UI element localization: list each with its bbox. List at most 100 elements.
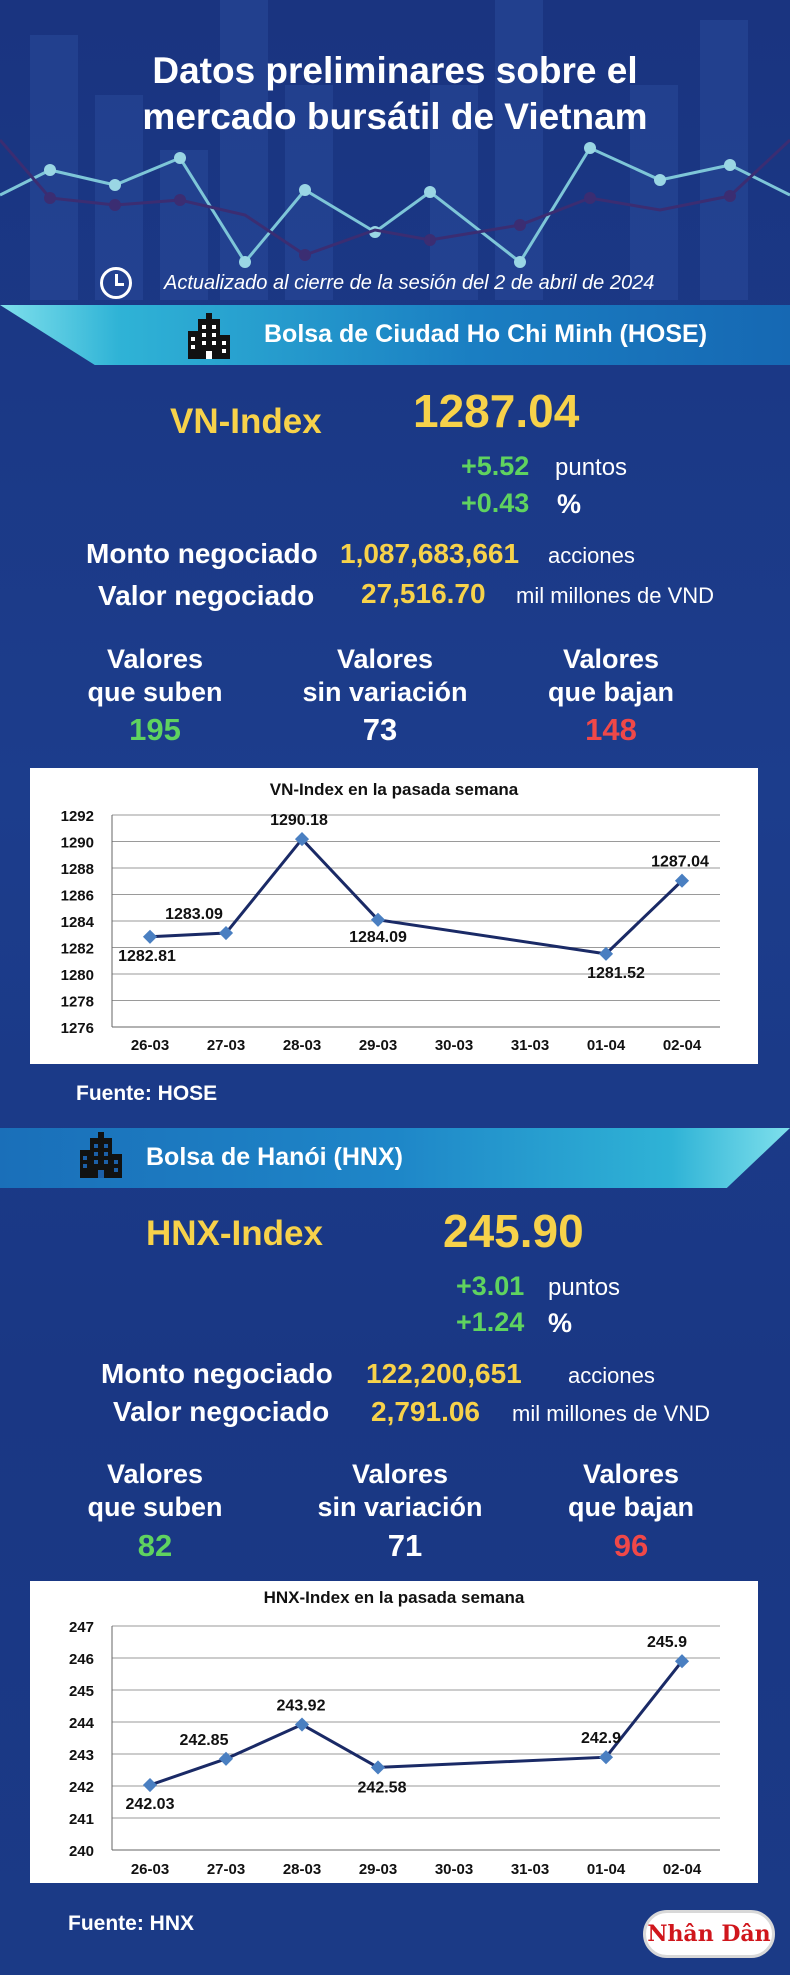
- hnx-value-value: 2,791.06: [371, 1396, 480, 1427]
- data-label: 242.58: [358, 1779, 407, 1796]
- hose-volume-unit: acciones: [548, 543, 635, 568]
- x-tick-label: 01-04: [587, 1861, 626, 1878]
- x-tick-label: 26-03: [131, 1037, 169, 1054]
- data-label: 242.9: [581, 1730, 621, 1747]
- hnx-up-label-line2: que suben: [87, 1492, 223, 1522]
- data-point: [294, 1717, 310, 1732]
- y-tick-label: 1288: [61, 861, 94, 878]
- hose-down-count: 148: [585, 712, 637, 747]
- data-point: [598, 946, 614, 961]
- hnx-down-count: 96: [613, 1528, 649, 1563]
- hose-down-label-line1: Valores: [562, 644, 660, 674]
- hose-banner-title: Bolsa de Ciudad Ho Chi Minh (HOSE): [264, 320, 708, 348]
- x-tick-label: 27-03: [207, 1861, 245, 1878]
- hnx-down-label-line2: que bajan: [567, 1492, 695, 1522]
- y-tick-label: 247: [69, 1619, 94, 1636]
- hose-down-label-line2: que bajan: [547, 677, 675, 707]
- title-line-1: Datos preliminares sobre el: [152, 50, 638, 91]
- data-label: 1290.18: [270, 812, 328, 829]
- y-tick-label: 240: [69, 1843, 94, 1860]
- data-label: 1281.52: [587, 965, 645, 982]
- clock-icon: [100, 267, 132, 299]
- hose-down-label: Valores que bajan: [511, 643, 711, 709]
- hnx-flat-label: Valores sin variación: [290, 1458, 510, 1524]
- title-line-2: mercado bursátil de Vietnam: [142, 96, 648, 137]
- y-tick-label: 1290: [61, 835, 94, 852]
- data-point: [142, 929, 158, 944]
- vn-index-chart-svg: VN-Index en la pasada semana 1276 1278 1280…: [61, 780, 720, 1054]
- hnx-flat-label-line1: Valores: [351, 1459, 449, 1489]
- hnx-change-points: +3.01: [456, 1271, 525, 1301]
- data-point: [294, 832, 310, 847]
- y-tick-label: 1292: [61, 808, 94, 825]
- hnx-banner: Bolsa de Hanói (HNX): [0, 1128, 790, 1188]
- y-tick-label: 1278: [61, 994, 94, 1011]
- y-tick-label: 1286: [61, 888, 94, 905]
- series-line: [149, 1660, 684, 1787]
- hnx-source: Fuente: HNX: [68, 1912, 194, 1935]
- data-label: 242.85: [180, 1732, 229, 1749]
- hose-up-label-line1: Valores: [106, 644, 204, 674]
- x-tick-label: 02-04: [663, 1037, 702, 1054]
- chart-title: VN-Index en la pasada semana: [270, 780, 519, 799]
- hnx-up-count: 82: [137, 1528, 173, 1563]
- data-label: 242.03: [126, 1796, 175, 1813]
- x-tick-label: 30-03: [435, 1037, 473, 1054]
- data-point: [370, 912, 386, 927]
- y-tick-label: 245: [69, 1683, 94, 1700]
- y-tick-label: 246: [69, 1651, 94, 1668]
- hose-flat-label-line2: sin variación: [302, 677, 468, 707]
- vn-change-pct-unit: %: [557, 489, 582, 519]
- data-point: [370, 1760, 386, 1775]
- hnx-banner-title: Bolsa de Hanói (HNX): [146, 1143, 403, 1171]
- x-tick-label: 01-04: [587, 1037, 626, 1054]
- hnx-index-value: 245.90: [443, 1205, 584, 1257]
- page-title: Datos preliminares sobre el mercado burs…: [0, 48, 790, 140]
- hose-source: Fuente: HOSE: [76, 1082, 218, 1105]
- vn-index-chart: VN-Index en la pasada semana 1276 1278 1280…: [30, 768, 758, 1064]
- hnx-down-label: Valores que bajan: [531, 1458, 731, 1524]
- hnx-volume-unit: acciones: [568, 1363, 655, 1388]
- x-tick-label: 31-03: [511, 1037, 549, 1054]
- hose-flat-label: Valores sin variación: [275, 643, 495, 709]
- data-label: 243.92: [277, 1698, 326, 1715]
- x-tick-label: 28-03: [283, 1861, 321, 1878]
- x-tick-label: 27-03: [207, 1037, 245, 1054]
- chart-title: HNX-Index en la pasada semana: [264, 1588, 525, 1607]
- y-tick-label: 1284: [61, 914, 95, 931]
- x-tick-label: 26-03: [131, 1861, 169, 1878]
- x-tick-label: 29-03: [359, 1037, 397, 1054]
- y-tick-label: 1276: [61, 1020, 94, 1037]
- hnx-up-label: Valores que suben: [55, 1458, 255, 1524]
- hnx-value-label: Valor negociado: [113, 1396, 330, 1427]
- hnx-index-chart: HNX-Index en la pasada semana 240 241 242 24…: [30, 1581, 758, 1883]
- vn-index-value: 1287.04: [413, 385, 580, 437]
- x-tick-label: 30-03: [435, 1861, 473, 1878]
- hnx-volume-value: 122,200,651: [366, 1358, 522, 1389]
- x-tick-label: 02-04: [663, 1861, 702, 1878]
- vn-change-pct: +0.43: [461, 488, 530, 518]
- hnx-value-unit: mil millones de VND: [512, 1401, 711, 1426]
- hnx-flat-count: 71: [387, 1528, 423, 1563]
- hnx-volume-label: Monto negociado: [101, 1358, 333, 1389]
- hose-flat-count: 73: [362, 712, 398, 747]
- hnx-index-chart-svg: HNX-Index en la pasada semana 240 241 242 24…: [69, 1588, 720, 1878]
- hose-value-unit: mil millones de VND: [516, 583, 715, 608]
- hnx-up-label-line1: Valores: [106, 1459, 204, 1489]
- y-tick-label: 1280: [61, 967, 94, 984]
- data-label: 1287.04: [651, 854, 709, 871]
- hose-up-label-line2: que suben: [87, 677, 223, 707]
- building-icon: [188, 313, 230, 359]
- hnx-change-pct: +1.24: [456, 1307, 525, 1337]
- hose-value-value: 27,516.70: [361, 578, 486, 609]
- hnx-flat-label-line2: sin variación: [317, 1492, 483, 1522]
- update-info: Actualizado al cierre de la sesión del 2…: [100, 267, 654, 299]
- hose-volume-label: Monto negociado: [86, 538, 318, 569]
- series-line: [149, 836, 684, 956]
- y-tick-label: 242: [69, 1779, 94, 1796]
- data-label: 1282.81: [118, 948, 176, 965]
- hose-flat-label-line1: Valores: [336, 644, 434, 674]
- y-tick-label: 241: [69, 1811, 94, 1828]
- hnx-change-points-unit: puntos: [548, 1274, 621, 1301]
- hose-up-label: Valores que suben: [55, 643, 255, 709]
